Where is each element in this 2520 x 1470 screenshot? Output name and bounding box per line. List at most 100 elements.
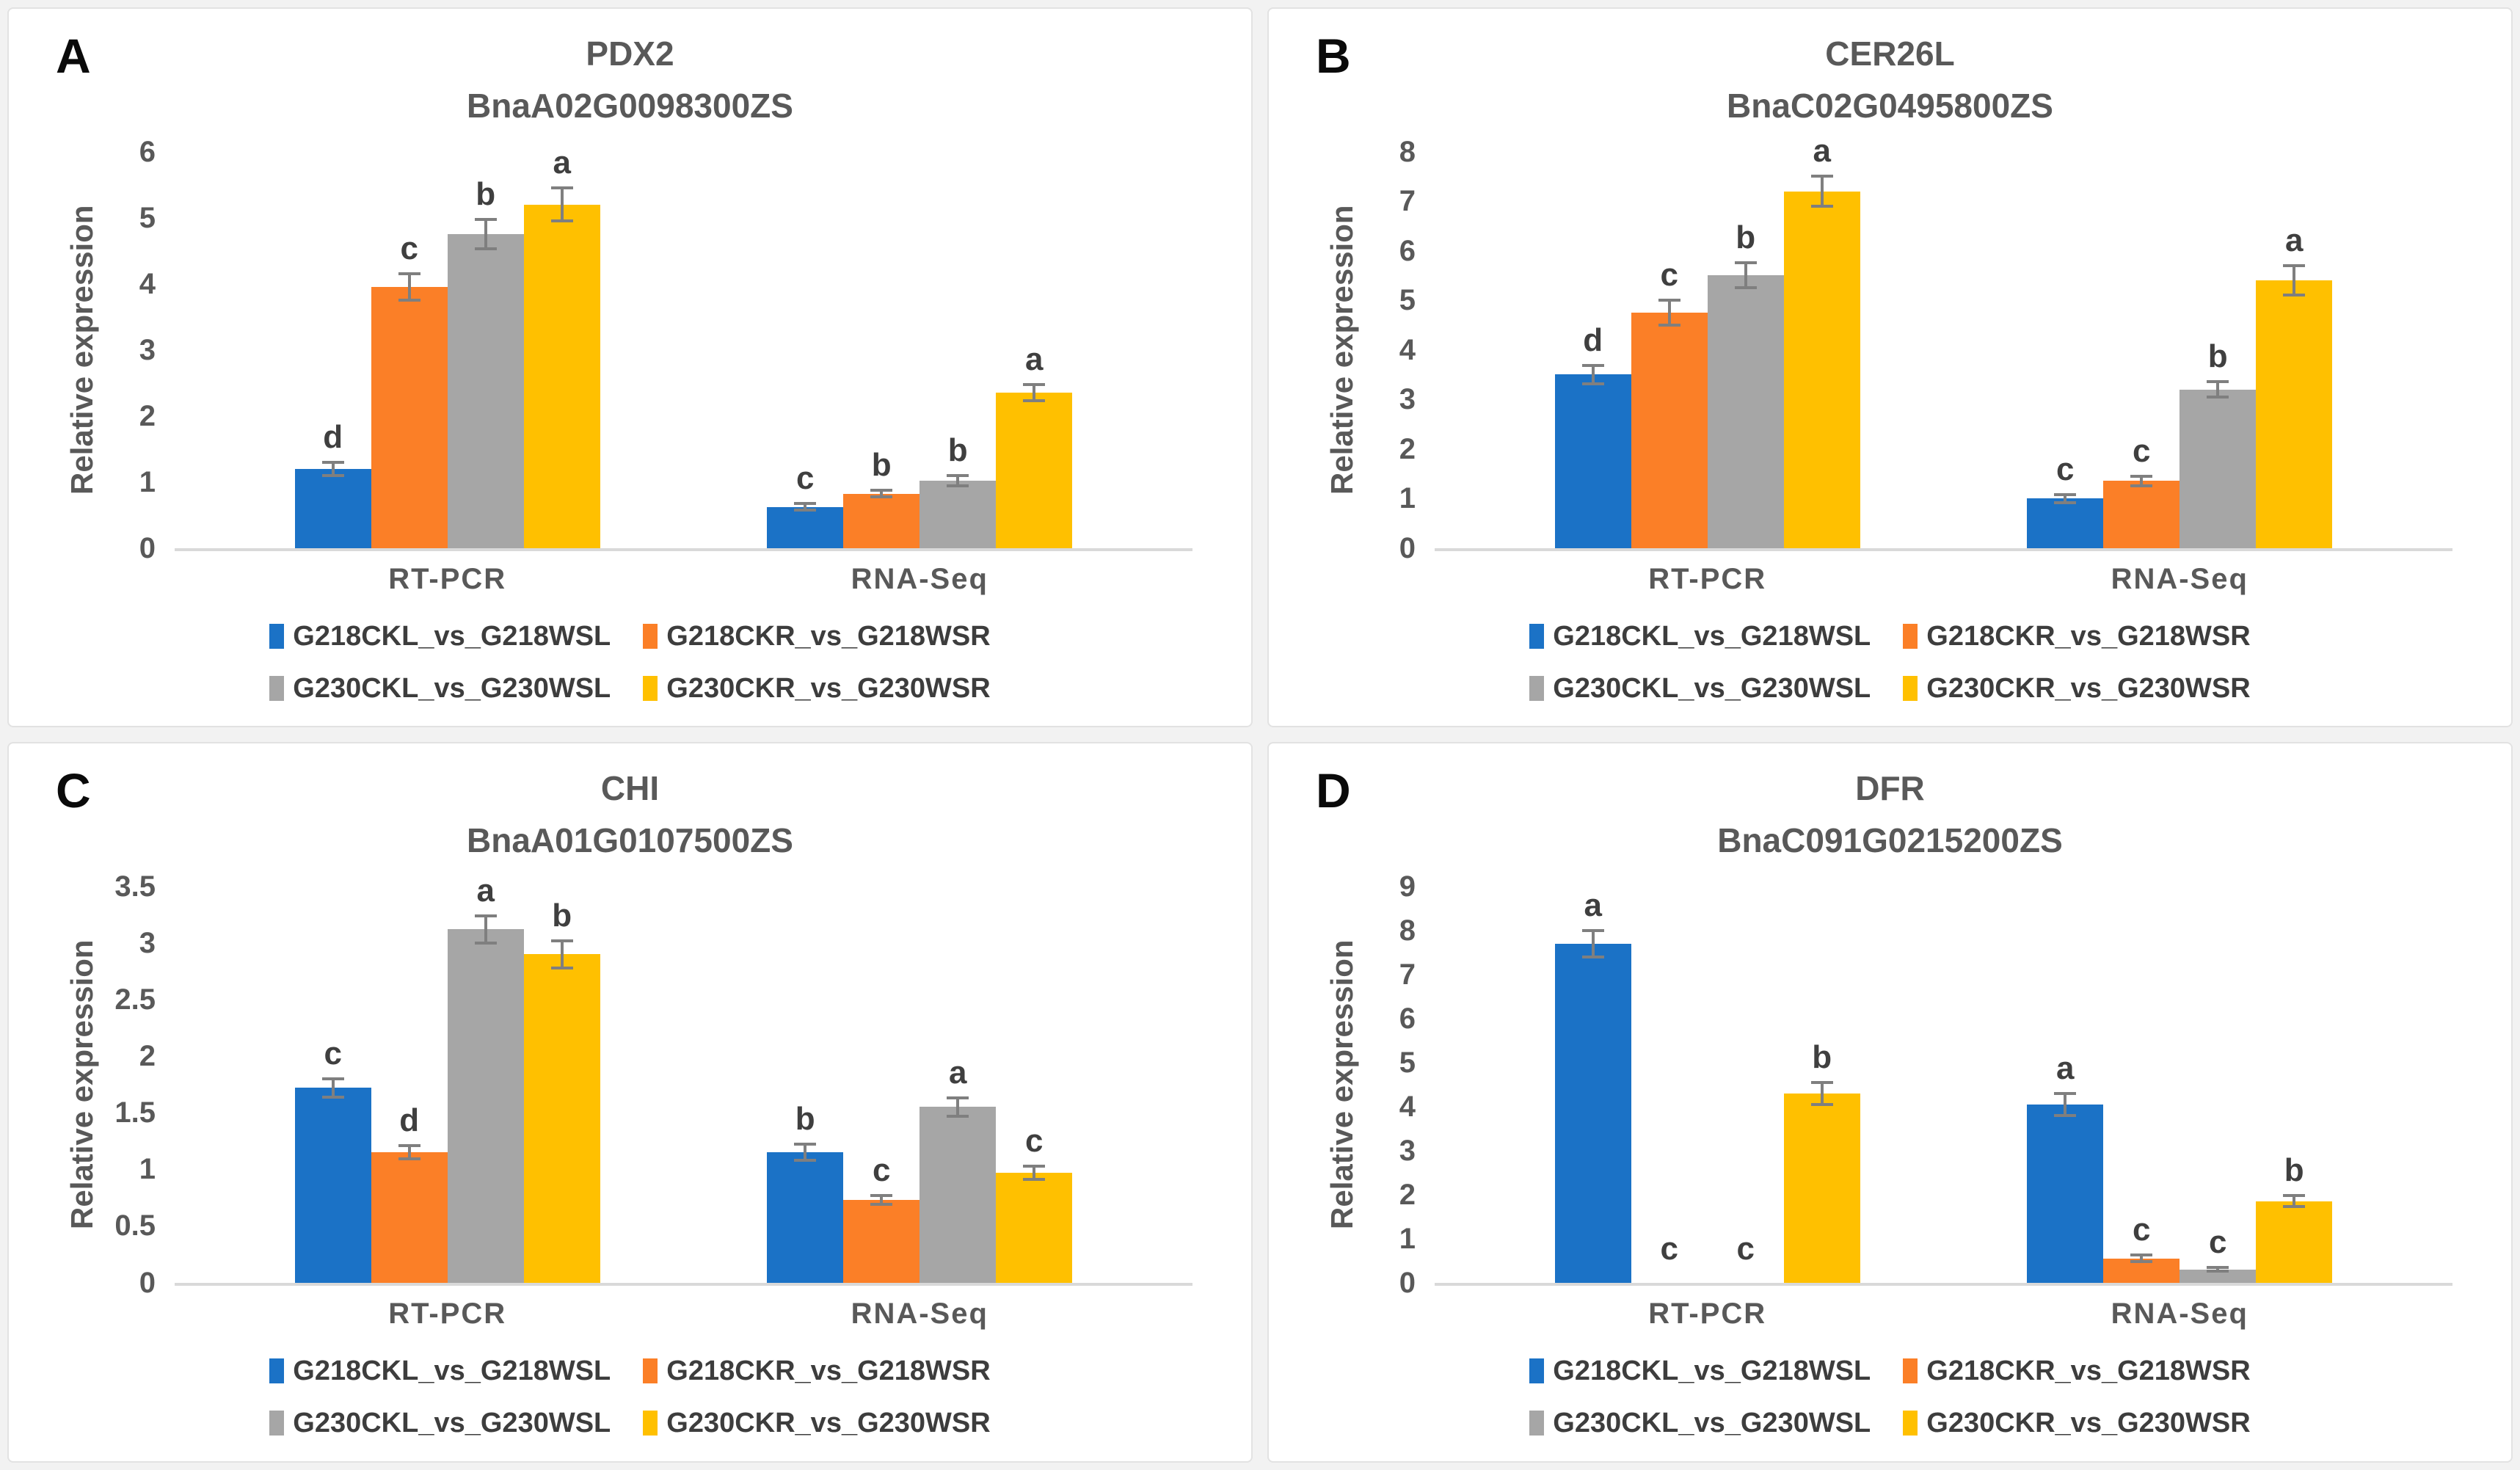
error-bar-top-cap	[947, 473, 969, 477]
bar-G230CKR_vs_G230WSR	[523, 204, 600, 548]
significance-letter: b	[1812, 1038, 1832, 1075]
bar-slot: b	[447, 152, 524, 548]
error-bar-bottom-cap	[474, 941, 497, 945]
y-axis-tick-label: 0	[139, 1266, 156, 1299]
significance-letter: d	[323, 418, 343, 455]
bar-group-rt-pcr: c d a b	[294, 874, 600, 1283]
bar-G218CKL_vs_G218WSL	[767, 1152, 844, 1283]
legend-item-G218CKR_vs_G218WSR: G218CKR_vs_G218WSR	[1903, 1355, 2251, 1387]
bar-G230CKL_vs_G230WSL	[919, 480, 997, 548]
error-bar-bottom-cap	[2207, 1270, 2229, 1273]
error-bar-top-cap	[2207, 1266, 2229, 1270]
significance-letter: b	[871, 447, 892, 484]
error-bar-bottom-cap	[474, 247, 497, 250]
error-bar-top-cap	[474, 218, 497, 222]
y-axis-tick-label: 3	[1399, 383, 1416, 416]
x-axis-label-rt-pcr: RT-PCR	[388, 1297, 507, 1330]
error-bar	[2293, 1196, 2296, 1207]
panel-letter: D	[1316, 763, 1351, 818]
error-bar-bottom-cap	[2207, 395, 2229, 399]
error-bar-bottom-cap	[794, 509, 817, 512]
significance-letter: b	[1736, 219, 1756, 256]
legend-swatch-icon	[1529, 624, 1545, 650]
legend-label: G230CKR_vs_G230WSR	[1926, 672, 2251, 704]
bar-group-rt-pcr: d c b a	[294, 147, 600, 548]
significance-letter: a	[1584, 887, 1602, 923]
error-bar	[407, 1145, 411, 1160]
significance-letter: b	[552, 897, 572, 934]
y-axis-tick-label: 4	[1399, 1090, 1416, 1123]
chart-area: Relative expression 0 0.5 1 1.5 2 2.5 3 3.5 c d a b b…	[9, 872, 1251, 1331]
error-bar-top-cap	[550, 186, 573, 190]
chart-title: PDX2 BnaA02G0098300ZS	[9, 28, 1251, 133]
panel-letter: A	[56, 29, 91, 83]
error-bar	[1820, 176, 1824, 206]
significance-letter: a	[553, 145, 571, 181]
significance-letter: c	[796, 460, 815, 497]
bar-group-rna-seq: a c c b	[2027, 887, 2333, 1283]
bar-G230CKR_vs_G230WSR	[1783, 191, 1860, 548]
error-bar	[2064, 494, 2067, 503]
significance-letter: c	[1660, 1230, 1678, 1267]
bar-G230CKL_vs_G230WSL	[447, 234, 524, 548]
plot-column: 0 1 2 3 4 5 6 7 8 9 a c c b a c c b RT-PCR RNA-Seq	[1399, 872, 2452, 1331]
plot-column: 0 0.5 1 1.5 2 2.5 3 3.5 c d a b b c a c RT-PCR RNA-Seq	[114, 872, 1192, 1331]
chart-title: CER26L BnaC02G0495800ZS	[1269, 28, 2511, 133]
error-bar-bottom-cap	[947, 484, 969, 487]
panel-B: B CER26L BnaC02G0495800ZS Relative expressi…	[1267, 7, 2513, 727]
bar-G218CKL_vs_G218WSL	[2027, 498, 2104, 548]
error-bar-bottom-cap	[1023, 399, 1046, 402]
error-bar-bottom-cap	[550, 966, 573, 969]
plot-area: 0 1 2 3 4 5 6 d c b a c b b a	[139, 137, 1192, 563]
panel-letter: C	[56, 763, 91, 818]
significance-letter: a	[1813, 133, 1831, 170]
legend-label: G218CKR_vs_G218WSR	[666, 620, 991, 652]
bar-G230CKL_vs_G230WSL	[1707, 275, 1784, 548]
legend-item-G218CKR_vs_G218WSR: G218CKR_vs_G218WSR	[643, 620, 991, 652]
legend-swatch-icon	[269, 1411, 285, 1436]
error-bar	[880, 490, 884, 498]
legend-label: G218CKL_vs_G218WSL	[293, 1355, 611, 1386]
bar-G230CKR_vs_G230WSR	[523, 954, 600, 1283]
error-bar-top-cap	[2283, 1194, 2306, 1198]
significance-letter: b	[2207, 338, 2228, 375]
legend-label: G218CKR_vs_G218WSR	[1926, 1355, 2251, 1386]
panel-cell-D: D DFR BnaC091G0215200ZS Relative expression…	[1260, 735, 2520, 1470]
error-bar	[804, 1144, 807, 1160]
y-axis-tick-label: 1	[1399, 1222, 1416, 1255]
y-axis-tick-label: 1	[139, 465, 156, 498]
bar-G230CKR_vs_G230WSR	[2256, 280, 2333, 548]
bar-G218CKL_vs_G218WSL	[767, 506, 844, 548]
bar-slot: b	[523, 887, 600, 1283]
legend-label: G218CKL_vs_G218WSL	[1553, 620, 1871, 652]
legend-swatch-icon	[643, 1411, 658, 1436]
legend-item-G218CKR_vs_G218WSR: G218CKR_vs_G218WSR	[643, 1356, 991, 1387]
error-bar-top-cap	[2054, 492, 2077, 496]
chart-title-gene: CHI	[600, 769, 660, 807]
legend-swatch-icon	[643, 676, 658, 702]
x-axis-label-rt-pcr: RT-PCR	[388, 562, 507, 595]
error-bar-top-cap	[870, 489, 893, 492]
panel-C: C CHI BnaA01G0107500ZS Relative expression 0…	[7, 742, 1253, 1463]
error-bar-top-cap	[474, 914, 497, 917]
error-bar	[2216, 382, 2220, 397]
bar-slot: c	[371, 152, 448, 548]
x-axis-label-rna-seq: RNA-Seq	[2111, 1297, 2248, 1330]
legend-label: G230CKL_vs_G230WSL	[1553, 672, 1871, 704]
error-bar-bottom-cap	[2283, 1204, 2306, 1208]
error-bar-bottom-cap	[1581, 382, 1604, 385]
error-bar-bottom-cap	[2054, 1113, 2077, 1117]
y-axis-tick-label: 7	[1399, 185, 1416, 218]
bar-G218CKR_vs_G218WSR	[2103, 481, 2180, 548]
bar-groups: d c b a c c b a	[1435, 135, 2452, 548]
bar-slot: c	[996, 887, 1073, 1283]
bar-groups: a c c b a c c b	[1435, 887, 2452, 1283]
error-bar	[880, 1195, 884, 1205]
error-bar-top-cap	[2130, 1253, 2153, 1256]
bar-G230CKL_vs_G230WSL	[2179, 389, 2257, 548]
error-bar-top-cap	[1658, 299, 1680, 302]
significance-letter: c	[400, 230, 418, 267]
bar-G218CKL_vs_G218WSL	[294, 468, 371, 548]
panel-cell-B: B CER26L BnaC02G0495800ZS Relative expressi…	[1260, 0, 2520, 735]
